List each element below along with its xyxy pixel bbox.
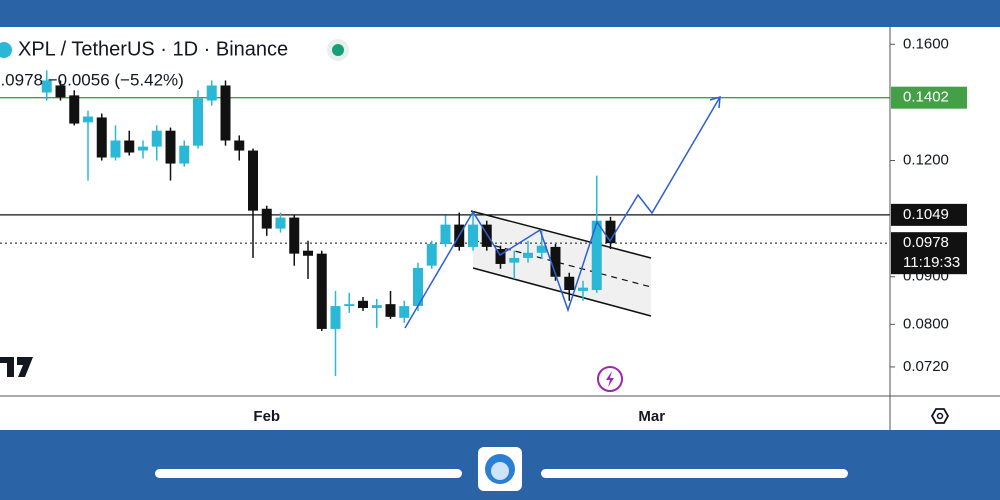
- candle-body: [591, 220, 602, 290]
- y-tick-label: 0.0720: [903, 358, 949, 375]
- channel-mid: [472, 239, 652, 288]
- candle-body: [69, 95, 80, 124]
- countdown-label: 11:19:33: [903, 254, 960, 271]
- bottom-line-right: [541, 469, 848, 478]
- arrow-head: [709, 95, 721, 109]
- y-tick-label: 0.0800: [903, 315, 949, 332]
- candle-body: [193, 98, 203, 146]
- price-label-box: [891, 86, 967, 109]
- candle-body: [289, 217, 300, 254]
- candle-body: [358, 300, 368, 309]
- price-label-box: [891, 232, 967, 275]
- settings-icon[interactable]: [930, 408, 950, 424]
- candle-body: [371, 305, 382, 309]
- candle-body: [481, 224, 492, 247]
- candle-body: [55, 85, 66, 98]
- candle-body: [83, 116, 93, 123]
- candle-body: [440, 224, 451, 245]
- top-bar: [0, 0, 1000, 27]
- candle-body: [344, 304, 355, 307]
- candle-body: [110, 140, 121, 158]
- y-tick-label: 0.1200: [903, 152, 949, 169]
- candle-body: [303, 250, 313, 256]
- candle-body: [495, 249, 506, 264]
- candle-body: [523, 252, 533, 258]
- price-label: 0.1049: [903, 206, 949, 223]
- candle-body: [248, 150, 258, 211]
- x-tick-label: Feb: [253, 408, 280, 425]
- candle-body: [206, 85, 217, 101]
- plot-area: [0, 70, 890, 377]
- candle-body: [138, 146, 148, 151]
- y-tick-label: 0.1600: [903, 35, 949, 52]
- candle-body: [41, 80, 52, 93]
- candle-body: [536, 245, 547, 253]
- candle-body: [330, 306, 341, 329]
- candle-body: [550, 246, 561, 277]
- status-dot: [332, 44, 344, 56]
- price-label: 0.0978: [903, 234, 949, 251]
- projection: [404, 95, 721, 329]
- chart-title: XPL / TetherUS · 1D · Binance: [18, 38, 288, 60]
- app-icon-core: [491, 462, 509, 480]
- candle-body: [234, 140, 245, 151]
- candle-body: [605, 220, 616, 244]
- event-icon: [597, 366, 623, 392]
- x-tick-label: Mar: [638, 408, 665, 425]
- candle-body: [316, 253, 327, 329]
- event-bolt: [606, 371, 614, 387]
- candle-body: [220, 85, 231, 141]
- projection-path: [404, 96, 721, 329]
- candle-body: [509, 257, 520, 263]
- candle-body: [564, 276, 575, 290]
- candle-body: [96, 117, 107, 158]
- candle-body: [261, 208, 272, 229]
- price-label: 0.1402: [903, 89, 949, 106]
- candle-body: [165, 130, 176, 164]
- chart-subtitle: 0.0978 −0.0056 (−5.42%): [0, 70, 184, 89]
- candle-body: [468, 224, 478, 247]
- candle-body: [578, 287, 588, 291]
- logo: [0, 357, 33, 377]
- candle-body: [399, 306, 410, 318]
- candle-body: [426, 244, 437, 266]
- settings-dot: [936, 412, 944, 420]
- symbol-icon: [0, 42, 12, 58]
- candle-body: [151, 130, 162, 147]
- bottom-line-left: [155, 469, 462, 478]
- channel-fill: [473, 213, 651, 316]
- candle-body: [124, 140, 135, 153]
- channel-top: [470, 210, 652, 259]
- candle-body: [413, 267, 423, 307]
- candle-body: [385, 304, 396, 317]
- candle-body: [275, 217, 286, 229]
- price-label-box: [891, 203, 967, 226]
- candle-body: [179, 145, 190, 164]
